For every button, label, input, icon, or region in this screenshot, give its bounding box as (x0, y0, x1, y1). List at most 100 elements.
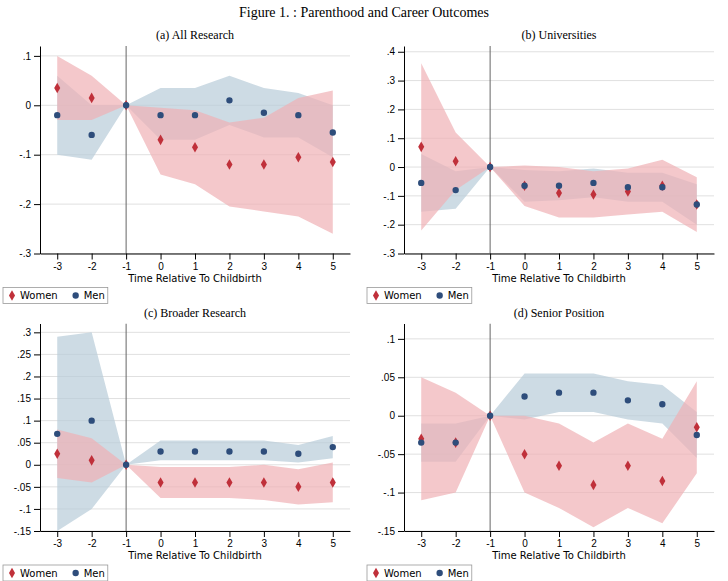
reference-line (126, 324, 127, 532)
tick-mark (161, 531, 162, 537)
tick-mark (398, 531, 404, 532)
tick: -.05 (14, 482, 40, 493)
tick-label: -.05 (378, 449, 396, 460)
tick-mark (398, 81, 404, 82)
tick-mark (333, 254, 334, 260)
tick: -2 (452, 531, 461, 549)
tick-label: 1 (193, 538, 199, 549)
tick-label: .15 (17, 393, 31, 404)
tick: 0 (25, 100, 40, 111)
tick-mark (57, 254, 58, 260)
tick-label: -.15 (378, 526, 396, 537)
legend-swatch (373, 290, 379, 301)
tick-mark (34, 443, 40, 444)
tick-label: -1 (486, 261, 495, 272)
tick-label: -3 (53, 261, 62, 272)
tick-mark (264, 531, 265, 537)
tick: .2 (23, 371, 40, 382)
tick: -.3 (19, 248, 40, 259)
plot-area (54, 46, 336, 254)
tick-mark (298, 531, 299, 537)
tick-mark (559, 254, 560, 260)
tick-mark (398, 416, 404, 417)
tick-mark (34, 465, 40, 466)
tick-mark (398, 454, 404, 455)
panel: -3-2-1012345-.15-.1-.050.05.1(d) Senior … (367, 306, 715, 581)
tick-mark (34, 531, 40, 532)
tick-mark (195, 254, 196, 260)
tick-label: 0 (158, 538, 164, 549)
point (330, 477, 336, 488)
axis-line (40, 324, 41, 532)
point (192, 142, 198, 153)
point (123, 460, 129, 471)
tick: 4 (296, 254, 302, 272)
tick-label: .05 (381, 372, 395, 383)
tick: 0 (158, 254, 164, 272)
tick: 3 (262, 531, 268, 549)
tick-mark (525, 254, 526, 260)
tick-label: -1 (486, 538, 495, 549)
grid-line (40, 55, 350, 56)
point (192, 112, 198, 118)
tick-label: .4 (387, 46, 396, 57)
point (590, 389, 596, 395)
tick-mark (34, 487, 40, 488)
panel-title: (d) Senior Position (514, 306, 605, 320)
point (556, 183, 562, 189)
point (295, 152, 301, 163)
point (453, 437, 459, 448)
legend-swatch (72, 570, 78, 576)
tick-mark (398, 167, 404, 168)
point (590, 180, 596, 186)
tick: .15 (17, 393, 40, 404)
tick-label: -3 (417, 538, 426, 549)
figure-title: Figure 1. : Parenthood and Career Outcom… (239, 5, 489, 20)
tick-mark (126, 531, 127, 537)
point (418, 180, 424, 186)
legend: WomenMen (3, 288, 108, 304)
panel: -3-2-1012345-.3-.2-.10.1.2.3.4(b) Univer… (367, 28, 715, 304)
tick: 1 (193, 254, 199, 272)
tick-mark (398, 339, 404, 340)
tick-label: -1 (122, 538, 131, 549)
tick: -.1 (19, 504, 40, 515)
tick-mark (398, 225, 404, 226)
point (487, 162, 493, 173)
grid (404, 52, 714, 254)
tick: -2 (452, 254, 461, 272)
legend: WomenMen (367, 288, 472, 304)
plot-area (418, 324, 700, 532)
axis-line (404, 47, 405, 255)
tick: .05 (17, 437, 40, 448)
point (54, 431, 60, 437)
tick-label: 2 (591, 538, 597, 549)
tick-label: 1 (557, 538, 563, 549)
tick: .1 (23, 51, 40, 62)
tick: -2 (88, 254, 97, 272)
tick: -1 (486, 254, 495, 272)
point (54, 112, 60, 118)
tick: 3 (262, 254, 268, 272)
point (261, 110, 267, 116)
legend-swatch (9, 290, 15, 301)
grid-line (404, 224, 714, 225)
tick-mark (593, 531, 594, 537)
tick: 0 (522, 531, 528, 549)
tick-label: 0 (158, 261, 164, 272)
tick-mark (662, 254, 663, 260)
tick-label: 5 (330, 538, 336, 549)
tick-label: -.2 (19, 199, 31, 210)
tick-mark (398, 52, 404, 53)
tick: -3 (53, 254, 62, 272)
tick-label: 1 (193, 261, 199, 272)
tick: -2 (88, 531, 97, 549)
legend-swatch (436, 292, 442, 298)
tick-mark (92, 531, 93, 537)
tick: -1 (122, 254, 131, 272)
tick-label: -.3 (383, 248, 395, 259)
tick-mark (456, 531, 457, 537)
tick: -.15 (378, 526, 404, 537)
tick-label: 5 (330, 261, 336, 272)
tick: .3 (387, 75, 404, 86)
